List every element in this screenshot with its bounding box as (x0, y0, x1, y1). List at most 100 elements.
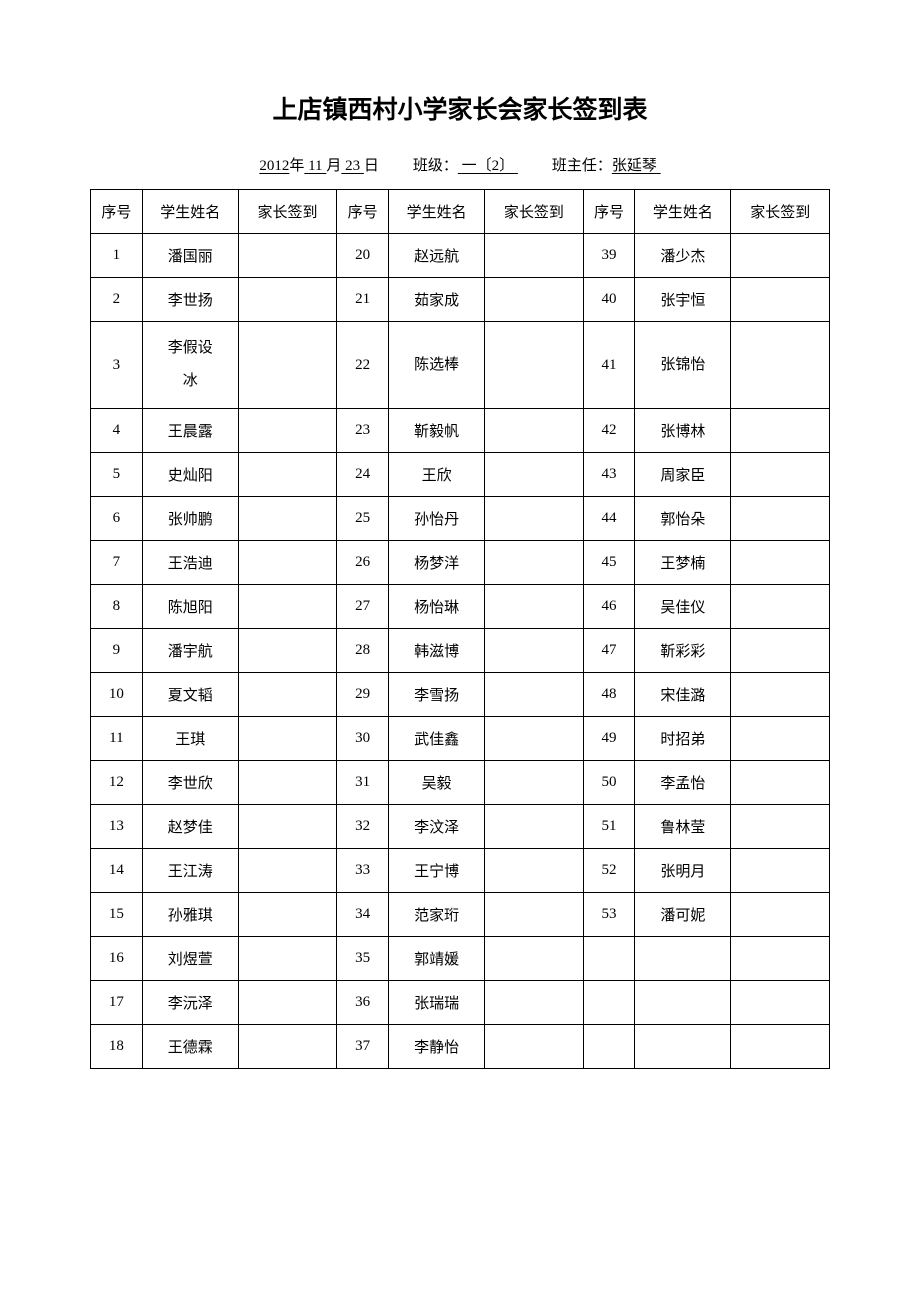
cell-sign (731, 761, 830, 805)
table-row: 14王江涛33王宁博52张明月 (91, 849, 830, 893)
cell-seq: 20 (337, 234, 389, 278)
cell-seq: 43 (583, 453, 635, 497)
cell-name: 茹家成 (389, 278, 485, 322)
cell-sign (238, 629, 337, 673)
table-row: 5史灿阳24王欣43周家臣 (91, 453, 830, 497)
teacher-value: 张延琴 (612, 158, 661, 174)
cell-sign (238, 981, 337, 1025)
cell-sign (731, 981, 830, 1025)
cell-name: 韩滋博 (389, 629, 485, 673)
cell-sign (238, 497, 337, 541)
cell-sign (485, 1025, 584, 1069)
cell-sign (731, 278, 830, 322)
cell-sign (238, 541, 337, 585)
cell-name: 王梦楠 (635, 541, 731, 585)
month-value: 11 (304, 158, 326, 174)
meta-row: 2012年 11 月 23 日 班级： 一〔2〕 班主任：张延琴 (90, 154, 830, 175)
cell-name: 吴毅 (389, 761, 485, 805)
cell-seq (583, 937, 635, 981)
cell-name: 李世欣 (142, 761, 238, 805)
header-name: 学生姓名 (142, 190, 238, 234)
cell-name: 张帅鹏 (142, 497, 238, 541)
cell-sign (238, 585, 337, 629)
cell-seq: 28 (337, 629, 389, 673)
cell-seq: 31 (337, 761, 389, 805)
cell-sign (238, 893, 337, 937)
header-seq: 序号 (583, 190, 635, 234)
cell-name: 王德霖 (142, 1025, 238, 1069)
cell-sign (731, 893, 830, 937)
table-row: 17李沅泽36张瑞瑞 (91, 981, 830, 1025)
cell-seq: 15 (91, 893, 143, 937)
cell-seq: 39 (583, 234, 635, 278)
cell-seq: 14 (91, 849, 143, 893)
cell-sign (731, 717, 830, 761)
cell-sign (238, 278, 337, 322)
cell-name: 张博林 (635, 409, 731, 453)
cell-name: 赵远航 (389, 234, 485, 278)
cell-seq: 18 (91, 1025, 143, 1069)
cell-name (635, 1025, 731, 1069)
cell-seq: 35 (337, 937, 389, 981)
table-row: 6张帅鹏25孙怡丹44郭怡朵 (91, 497, 830, 541)
header-sign: 家长签到 (485, 190, 584, 234)
cell-name: 王欣 (389, 453, 485, 497)
cell-seq: 8 (91, 585, 143, 629)
cell-sign (485, 409, 584, 453)
table-row: 4王晨露23靳毅帆42张博林 (91, 409, 830, 453)
day-label: 日 (364, 158, 379, 174)
cell-seq: 16 (91, 937, 143, 981)
table-row: 9潘宇航28韩滋博47靳彩彩 (91, 629, 830, 673)
cell-name: 王琪 (142, 717, 238, 761)
cell-name: 杨梦洋 (389, 541, 485, 585)
cell-sign (238, 717, 337, 761)
header-seq: 序号 (91, 190, 143, 234)
cell-seq: 52 (583, 849, 635, 893)
table-row: 12李世欣31吴毅50李孟怡 (91, 761, 830, 805)
cell-sign (485, 849, 584, 893)
cell-name: 夏文韬 (142, 673, 238, 717)
table-row: 7王浩迪26杨梦洋45王梦楠 (91, 541, 830, 585)
cell-name: 郭靖媛 (389, 937, 485, 981)
cell-name: 刘煜萱 (142, 937, 238, 981)
cell-seq: 10 (91, 673, 143, 717)
cell-seq: 13 (91, 805, 143, 849)
cell-name: 陈选棒 (389, 322, 485, 409)
cell-seq (583, 1025, 635, 1069)
cell-name: 潘国丽 (142, 234, 238, 278)
cell-seq: 30 (337, 717, 389, 761)
cell-sign (731, 322, 830, 409)
cell-sign (238, 849, 337, 893)
teacher-label: 班主任： (552, 158, 612, 174)
cell-seq: 29 (337, 673, 389, 717)
date-block: 2012年 11 月 23 日 (259, 154, 379, 175)
cell-name: 周家臣 (635, 453, 731, 497)
cell-sign (485, 981, 584, 1025)
cell-seq: 40 (583, 278, 635, 322)
cell-sign (485, 805, 584, 849)
cell-seq: 22 (337, 322, 389, 409)
cell-sign (238, 761, 337, 805)
cell-seq: 46 (583, 585, 635, 629)
cell-name: 张宇恒 (635, 278, 731, 322)
cell-sign (731, 585, 830, 629)
cell-sign (485, 234, 584, 278)
table-header-row: 序号 学生姓名 家长签到 序号 学生姓名 家长签到 序号 学生姓名 家长签到 (91, 190, 830, 234)
cell-seq: 27 (337, 585, 389, 629)
cell-sign (731, 629, 830, 673)
table-row: 16刘煜萱 35郭靖媛 (91, 937, 830, 981)
cell-name: 潘宇航 (142, 629, 238, 673)
cell-sign (485, 278, 584, 322)
teacher-block: 班主任：张延琴 (552, 154, 661, 175)
cell-name: 李雪扬 (389, 673, 485, 717)
page-title: 上店镇西村小学家长会家长签到表 (90, 90, 830, 126)
cell-name: 武佳鑫 (389, 717, 485, 761)
header-name: 学生姓名 (389, 190, 485, 234)
cell-name: 李静怡 (389, 1025, 485, 1069)
cell-name: 孙雅琪 (142, 893, 238, 937)
cell-sign (731, 409, 830, 453)
table-row: 2李世扬21茹家成40张宇恒 (91, 278, 830, 322)
cell-sign (238, 805, 337, 849)
cell-sign (238, 1025, 337, 1069)
cell-name: 李假设冰 (142, 322, 238, 409)
